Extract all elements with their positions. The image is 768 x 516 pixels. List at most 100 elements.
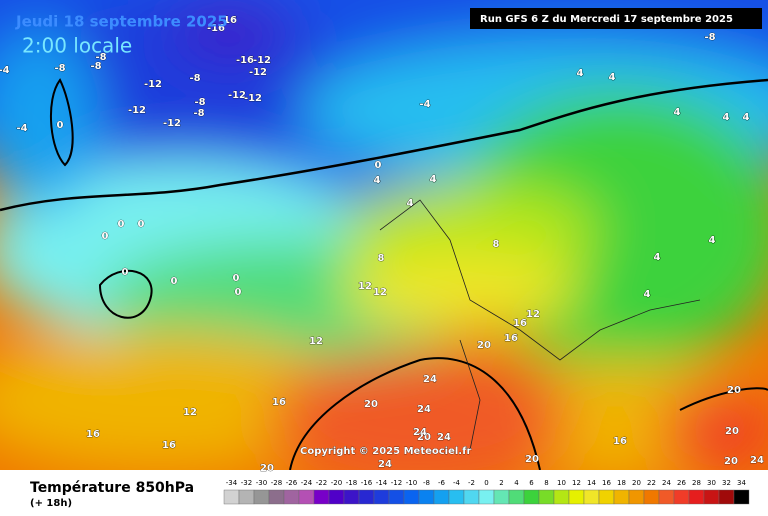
contour-label: 20 (364, 399, 378, 410)
contour-label: -4 (0, 65, 10, 76)
contour-label: -8 (704, 32, 715, 43)
legend-label: -14 (376, 479, 388, 487)
contour-label: -4 (16, 123, 27, 134)
legend-label: 24 (662, 479, 671, 487)
contour-label: 12 (526, 309, 540, 320)
contour-label: 4 (709, 235, 716, 246)
legend-swatch (238, 489, 255, 505)
legend-swatch (643, 489, 660, 505)
legend-swatch (463, 489, 480, 505)
contour-label: 20 (260, 463, 274, 474)
legend-label: -2 (468, 479, 475, 487)
legend-label: 22 (647, 479, 656, 487)
legend-label: -16 (361, 479, 373, 487)
contour-label: 4 (374, 175, 381, 186)
legend-swatch (718, 489, 735, 505)
time: 2:00 locale (22, 34, 132, 58)
legend-swatch (733, 489, 750, 505)
legend-label: -8 (423, 479, 430, 487)
legend-swatch (343, 489, 360, 505)
contour-label: 16 (86, 429, 100, 440)
contour-label: 24 (437, 432, 451, 443)
contour-label: -16 (219, 15, 237, 26)
contour-label: 20 (417, 432, 431, 443)
contour-label: -12 (244, 93, 262, 104)
contour-label: 24 (413, 427, 427, 438)
contour-label: 16 (504, 333, 518, 344)
legend-label: 26 (677, 479, 686, 487)
contour-label: -12 (144, 79, 162, 90)
legend-label: 28 (692, 479, 701, 487)
contour-label: -4 (419, 99, 430, 110)
contour-label: 4 (743, 112, 750, 123)
contour-label: -12 (253, 55, 271, 66)
contour-label: 20 (724, 456, 738, 467)
legend-swatch (523, 489, 540, 505)
legend-label: -34 (226, 479, 238, 487)
contour-label: 20 (525, 454, 539, 465)
contour-label: 4 (674, 107, 681, 118)
contour-label: 12 (358, 281, 372, 292)
run-info: Run GFS 6 Z du Mercredi 17 septembre 202… (480, 14, 733, 25)
legend-swatch (658, 489, 675, 505)
legend-label: 8 (544, 479, 548, 487)
contour-label: 24 (750, 455, 764, 466)
legend-label: 0 (484, 479, 488, 487)
contour-label: 0 (235, 287, 242, 298)
contour-label: -16 (207, 23, 225, 34)
contour-label: 20 (725, 426, 739, 437)
legend-label: 12 (572, 479, 581, 487)
legend-label: -26 (286, 479, 298, 487)
legend-label: -4 (453, 479, 461, 487)
legend-swatch (313, 489, 330, 505)
contour-label: 12 (183, 407, 197, 418)
contour-label: 12 (373, 287, 387, 298)
legend-label: 14 (587, 479, 596, 487)
color-scale: -34 -32 -30 -28 -26 -24 -22 -20 -18 -16 -14 -12 -10-… (223, 479, 750, 505)
legend-label: 34 (737, 479, 746, 487)
legend-swatch (433, 489, 450, 505)
contour-label: 0 (138, 219, 145, 230)
legend-swatch (388, 489, 405, 505)
contour-label: 16 (162, 440, 176, 451)
legend-label: 30 (707, 479, 716, 487)
temperature-field (0, 0, 768, 470)
legend-swatch (268, 489, 285, 505)
contour-label: 0 (57, 120, 64, 131)
contour-label: 4 (654, 252, 661, 263)
contour-label: 0 (118, 219, 125, 230)
legend-label: 20 (632, 479, 641, 487)
legend-swatch (583, 489, 600, 505)
legend-swatch (553, 489, 570, 505)
footer-title: Température 850hPa (30, 480, 194, 496)
contour-label: 24 (417, 404, 431, 415)
legend-label: 6 (529, 479, 534, 487)
contour-label: 24 (423, 374, 437, 385)
legend-swatch (448, 489, 465, 505)
legend-label: 32 (722, 479, 731, 487)
contour-label: -12 (163, 118, 181, 129)
legend-label: 18 (617, 479, 626, 487)
contour-label: 8 (378, 253, 385, 264)
legend-swatch (358, 489, 375, 505)
legend-swatch (673, 489, 690, 505)
contour-label: -8 (95, 52, 106, 63)
contour-label: 0 (375, 160, 382, 171)
contour-label: -8 (90, 61, 101, 72)
contour-label: 16 (272, 397, 286, 408)
legend-label: -22 (316, 479, 327, 487)
footer-subtitle: (+ 18h) (30, 498, 72, 509)
legend-swatch (628, 489, 645, 505)
legend-swatch (403, 489, 420, 505)
legend-label: 10 (557, 479, 566, 487)
legend-swatch (418, 489, 435, 505)
legend-swatch (283, 489, 300, 505)
contour-label: 16 (613, 436, 627, 447)
legend-swatch (703, 489, 720, 505)
legend-label: -18 (346, 479, 357, 487)
legend-label: -30 (256, 479, 267, 487)
legend-swatch (493, 489, 510, 505)
legend-swatch (478, 489, 495, 505)
contour-label: 0 (122, 267, 129, 278)
